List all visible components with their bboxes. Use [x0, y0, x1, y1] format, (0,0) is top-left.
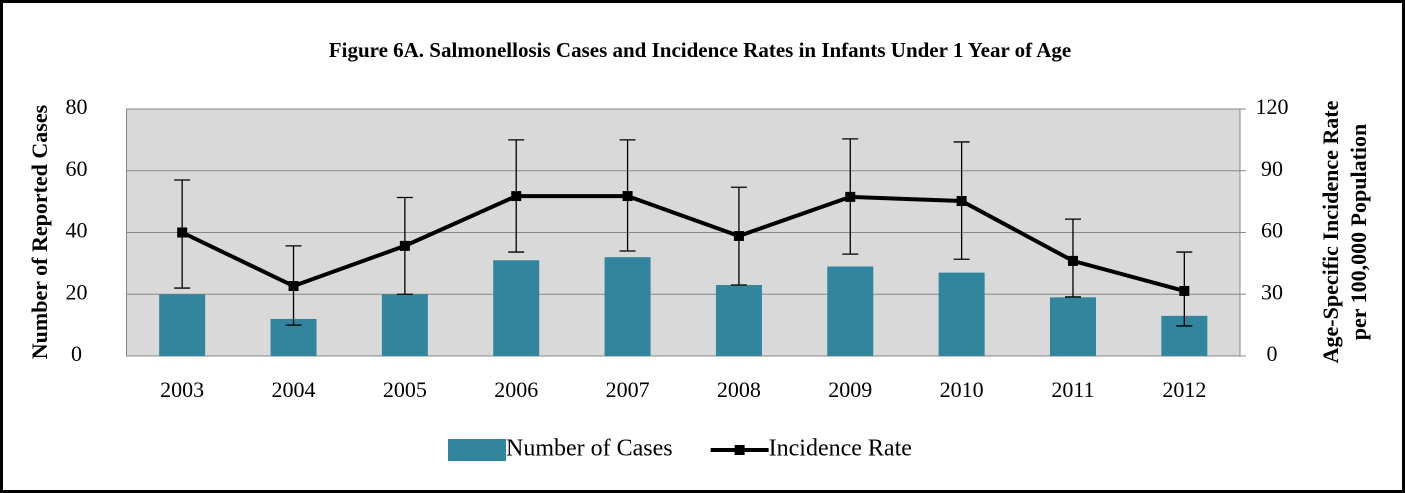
bar: [159, 294, 206, 356]
x-tick-label: 2007: [606, 377, 650, 402]
x-tick-label: 2005: [383, 377, 427, 402]
marker: [399, 240, 410, 251]
legend-swatch: [448, 439, 506, 461]
y-tick-label: 80: [66, 94, 88, 119]
bar: [1049, 297, 1096, 356]
bar: [938, 272, 985, 356]
y-tick-label: 60: [66, 156, 88, 181]
legend-label: Number of Cases: [506, 436, 673, 462]
bar: [604, 257, 651, 356]
x-tick-label: 2009: [828, 377, 872, 402]
marker: [1179, 285, 1190, 296]
legend-label: Incidence Rate: [769, 436, 912, 462]
marker: [1067, 255, 1078, 266]
y-tick-label: 0: [71, 341, 82, 366]
y2-tick-label: 0: [1267, 341, 1278, 366]
bar: [493, 260, 540, 356]
bar: [827, 266, 874, 356]
bar: [715, 284, 762, 356]
y-tick-label: 40: [66, 218, 88, 243]
chart-title: Figure 6A. Salmonellosis Cases and Incid…: [329, 38, 1071, 62]
marker: [622, 191, 633, 202]
x-tick-label: 2006: [494, 377, 538, 402]
x-tick-label: 2004: [272, 377, 316, 402]
y2-tick-label: 90: [1261, 156, 1283, 181]
line: [181, 194, 1185, 293]
x-tick-label: 2011: [1051, 377, 1094, 402]
marker: [733, 230, 744, 241]
bar: [381, 294, 428, 356]
legend-marker: [734, 445, 745, 455]
y2-axis-label: Age-Specific Incidence Rate: [1318, 100, 1343, 363]
y2-tick-label: 30: [1261, 279, 1283, 304]
marker: [177, 227, 188, 238]
marker: [511, 191, 522, 202]
y2-axis-label: per 100,000 Population: [1346, 124, 1371, 341]
y2-tick-label: 120: [1256, 94, 1289, 119]
x-tick-label: 2003: [160, 377, 204, 402]
y-tick-label: 20: [66, 279, 88, 304]
y-axis-label: Number of Reported Cases: [27, 104, 52, 359]
marker: [956, 196, 967, 207]
x-tick-label: 2012: [1162, 377, 1206, 402]
x-tick-label: 2008: [717, 377, 761, 402]
marker: [845, 191, 856, 202]
marker: [288, 281, 299, 292]
x-tick-label: 2010: [940, 377, 984, 402]
y2-tick-label: 60: [1261, 218, 1283, 243]
